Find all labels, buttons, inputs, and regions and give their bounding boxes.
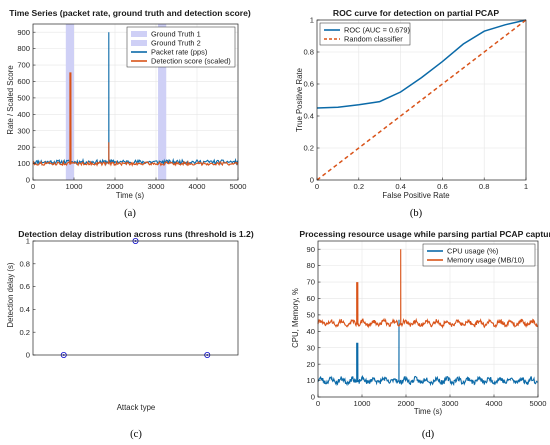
c-background xyxy=(33,241,238,355)
d-background xyxy=(318,241,538,397)
a-ytick-label-4: 400 xyxy=(17,110,30,119)
c-ytick-label-5: 1 xyxy=(26,237,30,246)
d-ytick-label-4: 40 xyxy=(307,327,315,336)
panel-b-caption: (b) xyxy=(410,208,423,219)
a-ytick-label-7: 700 xyxy=(17,61,30,70)
panel-b-roc: ROC curve for detection on partial PCAP … xyxy=(295,8,528,219)
a-xtick-label-4: 4000 xyxy=(189,182,206,191)
b-random-classifier-line xyxy=(316,19,527,181)
panel-d-caption: (d) xyxy=(422,429,435,440)
panel-a-time-series: Time Series (packet rate, ground truth a… xyxy=(6,8,251,219)
d-xtick-label-5: 5000 xyxy=(530,399,547,408)
panel-c-title: Detection delay distribution across runs… xyxy=(18,229,254,239)
d-ytick-label-8: 80 xyxy=(307,261,315,270)
d-ytick-label-1: 10 xyxy=(307,376,315,385)
panel-b-plot-area: 0 0.2 0.4 0.6 0.8 1 0 0.2 0.4 0.6 0.8 1 ROC (AUC = 0… xyxy=(303,16,528,191)
b-xtick-label-0: 0 xyxy=(315,182,319,191)
c-ytick-label-2: 0.4 xyxy=(19,305,30,314)
d-ytick-label-6: 60 xyxy=(307,294,315,303)
panel-b-ylabel: True Positive Rate xyxy=(295,68,304,132)
b-ytick-label-3: 0.6 xyxy=(303,80,314,89)
panel-d-plot-area: 0 1000 2000 3000 4000 5000 0 10 20 30 40 50 60 70 80 90… xyxy=(307,240,547,408)
panel-c-delay: Detection delay distribution across runs… xyxy=(6,229,254,440)
a-series-detection-score xyxy=(32,72,239,167)
b-xtick-label-1: 0.2 xyxy=(354,182,365,191)
b-ytick-label-1: 0.2 xyxy=(303,144,314,153)
panel-a-title: Time Series (packet rate, ground truth a… xyxy=(9,8,251,18)
d-legend-box xyxy=(422,243,536,267)
panel-b-title: ROC curve for detection on partial PCAP xyxy=(333,8,499,18)
b-roc-curve xyxy=(316,19,527,109)
c-ytick-label-3: 0.6 xyxy=(19,282,30,291)
b-legend-label-1: Random classifier xyxy=(344,35,403,44)
a-ytick-label-8: 800 xyxy=(17,44,30,53)
panel-a-xlabel: Time (s) xyxy=(116,191,145,200)
b-ytick-label-4: 0.8 xyxy=(303,48,314,57)
b-xtick-label-4: 0.8 xyxy=(479,182,490,191)
panel-a-ylabel: Rate / Scaled Score xyxy=(6,65,15,134)
a-xtick-label-2: 2000 xyxy=(107,182,124,191)
d-ytick-label-7: 70 xyxy=(307,278,315,287)
b-xtick-label-5: 1 xyxy=(524,182,528,191)
d-xtick-label-4: 4000 xyxy=(486,399,503,408)
a-ytick-label-1: 100 xyxy=(17,159,30,168)
d-ytick-label-2: 20 xyxy=(307,360,315,369)
a-xtick-label-0: 0 xyxy=(31,182,35,191)
panel-a-caption: (a) xyxy=(124,208,136,219)
a-frame xyxy=(32,23,239,181)
panel-c-ylabel: Detection delay (s) xyxy=(6,262,15,327)
panel-c-xlabel: Attack type xyxy=(117,403,156,412)
panel-d-title: Processing resource usage while parsing … xyxy=(299,229,550,239)
a-xtick-label-3: 3000 xyxy=(148,182,165,191)
a-ytick-label-6: 600 xyxy=(17,77,30,86)
a-xtick-label-5: 5000 xyxy=(230,182,247,191)
d-ytick-label-3: 30 xyxy=(307,343,315,352)
d-legend-label-0: CPU usage (%) xyxy=(447,247,498,256)
d-xtick-label-1: 1000 xyxy=(354,399,371,408)
a-ytick-label-5: 500 xyxy=(17,93,30,102)
b-ytick-label-5: 1 xyxy=(310,16,314,25)
panel-c-caption: (c) xyxy=(130,429,142,440)
panel-d-resource-usage: Processing resource usage while parsing … xyxy=(291,229,550,440)
d-ytick-label-0: 0 xyxy=(311,393,315,402)
a-legend-label-2: Packet rate (pps) xyxy=(151,48,207,57)
a-ytick-label-9: 900 xyxy=(17,28,30,37)
a-legend-swatch-0 xyxy=(131,31,147,37)
a-ytick-label-0: 0 xyxy=(26,176,30,185)
b-ytick-label-2: 0.4 xyxy=(303,112,314,121)
a-ytick-label-2: 200 xyxy=(17,143,30,152)
panel-c-plot-area: 0 0.2 0.4 0.6 0.8 1 xyxy=(19,237,239,360)
a-xtick-label-1: 1000 xyxy=(66,182,83,191)
b-legend-label-0: ROC (AUC = 0.679) xyxy=(344,26,410,35)
b-frame xyxy=(316,19,527,181)
panel-d-xlabel: Time (s) xyxy=(414,407,443,416)
d-xtick-label-0: 0 xyxy=(316,399,320,408)
d-xtick-label-3: 3000 xyxy=(442,399,459,408)
d-memory-usage-line xyxy=(317,249,538,329)
a-ytick-label-3: 300 xyxy=(17,126,30,135)
d-ytick-label-9: 90 xyxy=(307,245,315,254)
b-xtick-label-2: 0.4 xyxy=(395,182,406,191)
d-xtick-label-2: 2000 xyxy=(398,399,415,408)
panel-b-xlabel: False Positive Rate xyxy=(382,191,449,200)
d-cpu-usage-line xyxy=(317,319,538,387)
panel-d-ylabel: CPU, Memory, % xyxy=(291,288,300,348)
d-ytick-label-5: 50 xyxy=(307,310,315,319)
c-ytick-label-0: 0 xyxy=(26,351,30,360)
c-frame xyxy=(32,240,239,356)
a-legend-label-3: Detection score (scaled) xyxy=(151,57,231,66)
d-frame xyxy=(317,240,539,398)
c-ytick-label-4: 0.8 xyxy=(19,259,30,268)
a-legend-swatch-1 xyxy=(131,40,147,46)
panel-a-plot-area: 0 1000 2000 3000 4000 5000 0 100 200 300 400 500 600… xyxy=(17,23,247,191)
d-legend-label-1: Memory usage (MB/10) xyxy=(447,256,524,265)
b-xtick-label-3: 0.6 xyxy=(437,182,448,191)
a-legend-label-0: Ground Truth 1 xyxy=(151,30,201,39)
b-legend-box xyxy=(319,22,411,46)
b-ytick-label-0: 0 xyxy=(310,176,314,185)
c-ytick-label-1: 0.2 xyxy=(19,328,30,337)
a-legend-label-1: Ground Truth 2 xyxy=(151,39,201,48)
a-ground-truth-region-2 xyxy=(158,24,167,180)
